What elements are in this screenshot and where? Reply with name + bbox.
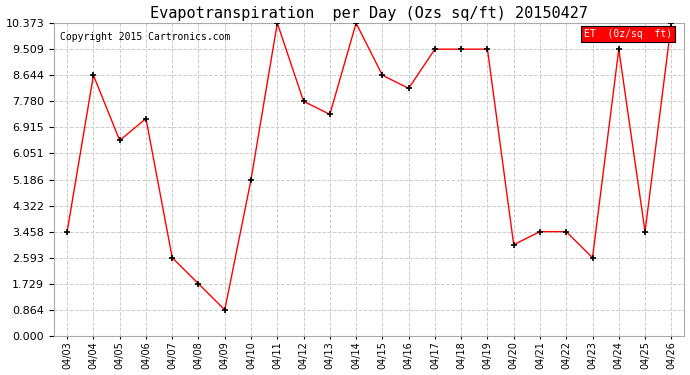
Text: Copyright 2015 Cartronics.com: Copyright 2015 Cartronics.com	[60, 33, 230, 42]
Title: Evapotranspiration  per Day (Ozs sq/ft) 20150427: Evapotranspiration per Day (Ozs sq/ft) 2…	[150, 6, 589, 21]
Text: ET  (0z/sq  ft): ET (0z/sq ft)	[584, 29, 672, 39]
